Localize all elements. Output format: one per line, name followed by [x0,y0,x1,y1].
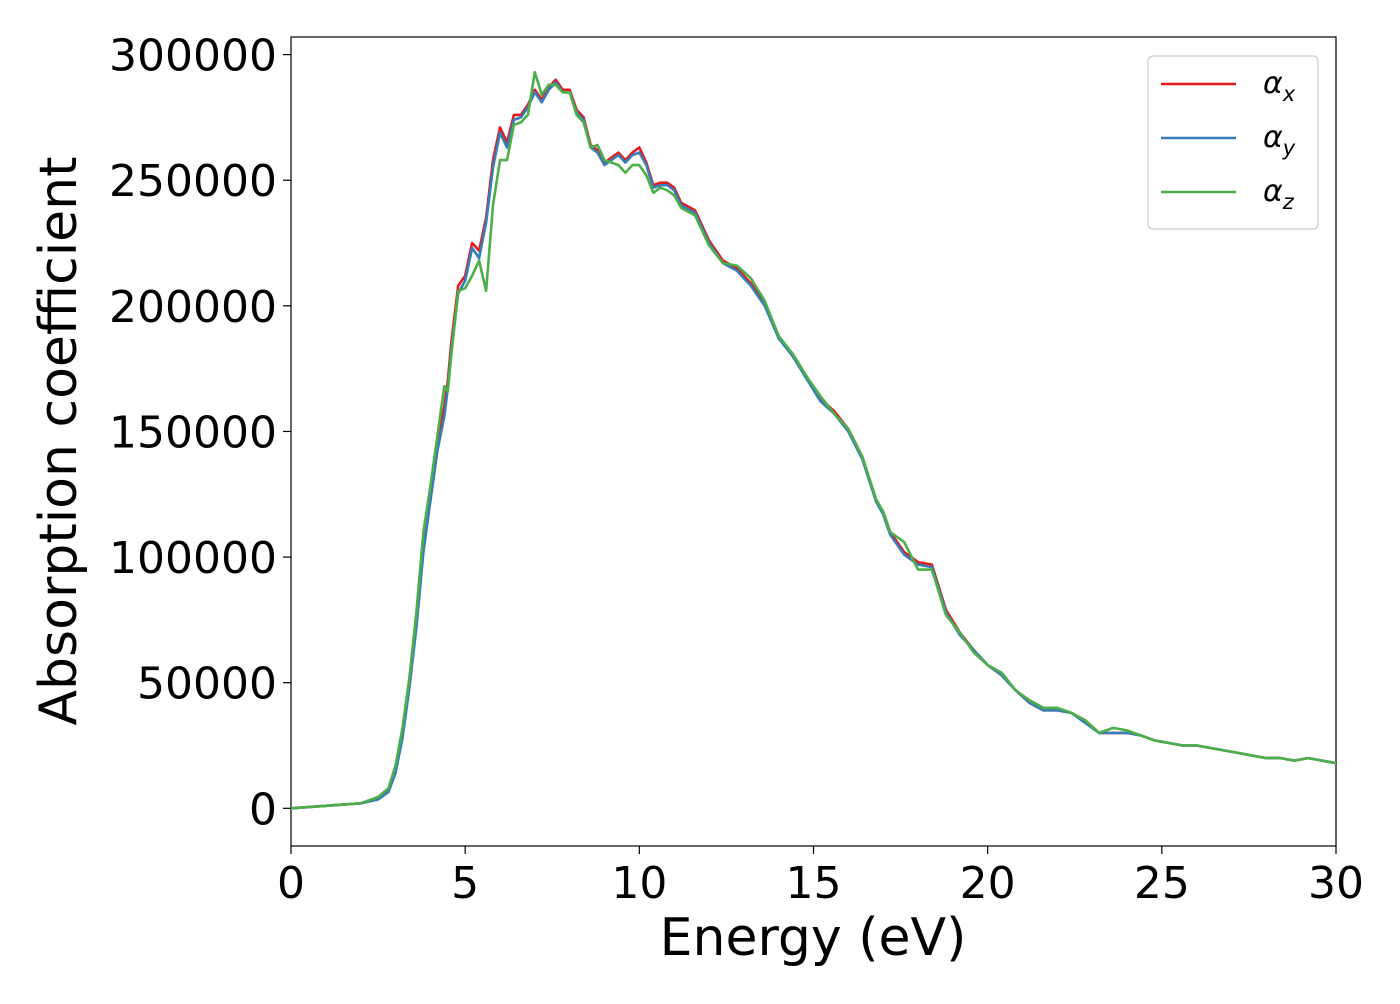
x-axis-ticks: 0 5 10 15 20 25 30 [277,846,1364,909]
y-tick-label: 300000 [109,31,277,82]
y-tick-label: 200000 [109,282,277,333]
series-layer [291,70,1336,810]
legend-label-y: αy [1263,120,1296,160]
legend-label-x: αx [1263,66,1296,106]
x-tick-label: 5 [451,858,479,909]
y-tick-label: 150000 [109,407,277,458]
x-tick-label: 20 [960,858,1016,909]
series-line-z [291,70,1336,810]
legend: αx αy αz [1147,55,1319,230]
y-tick-label: 50000 [137,659,277,710]
y-axis-ticks: 0 50000 100000 150000 200000 250000 300000 [109,31,291,835]
x-tick-label: 0 [277,858,305,909]
x-tick-label: 15 [786,858,842,909]
x-tick-label: 10 [611,858,667,909]
y-tick-label: 0 [249,784,277,835]
x-tick-label: 30 [1308,858,1364,909]
x-tick-label: 25 [1134,858,1190,909]
y-tick-label: 250000 [109,156,277,207]
series-line-y [291,80,1336,810]
legend-box [1147,55,1319,230]
y-tick-label: 100000 [109,533,277,584]
x-axis-label: Energy (eV) [660,908,967,968]
y-axis-label: Absorption coefficient [29,156,89,725]
legend-label-z: αz [1263,174,1295,214]
